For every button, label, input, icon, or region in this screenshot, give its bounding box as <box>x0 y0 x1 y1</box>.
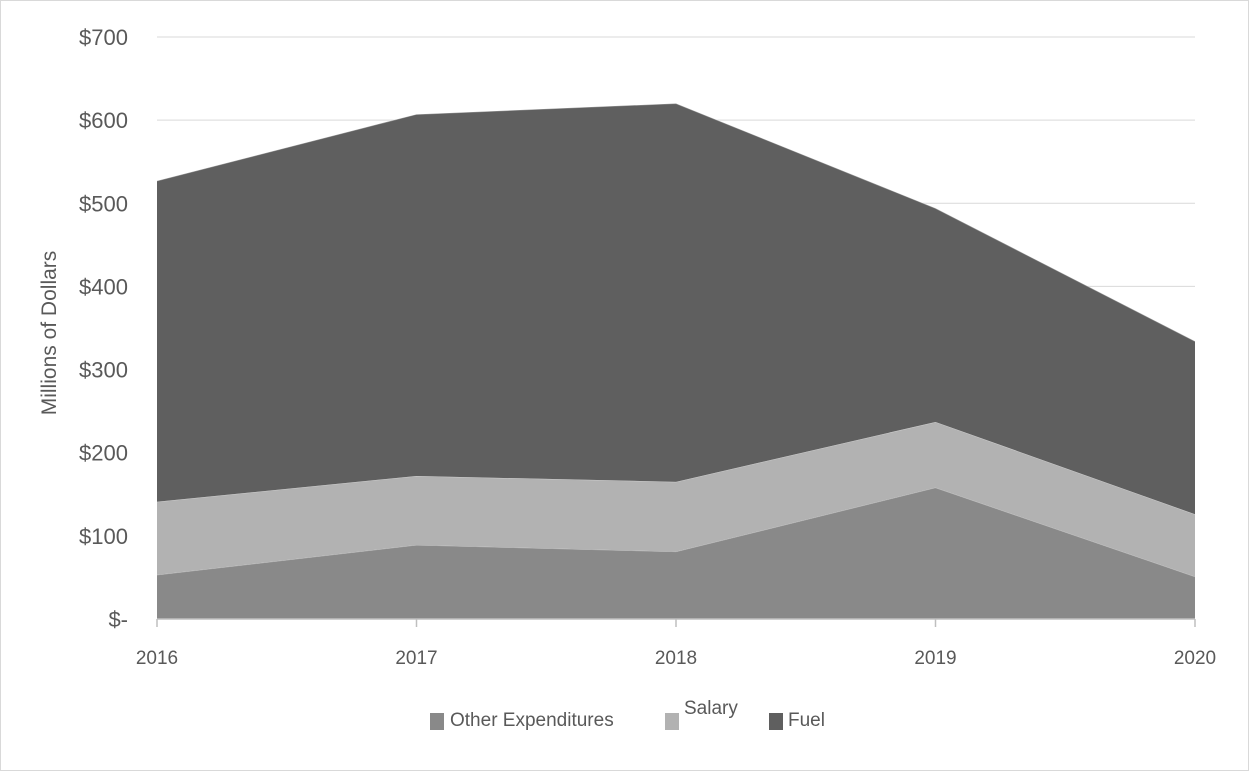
x-tick-label: 2018 <box>655 648 697 669</box>
legend-swatch-other-expenditures <box>430 713 444 730</box>
axes: $- $100 $200 $300 $400 $500 $600 $700 2016 2017 20… <box>79 25 1216 669</box>
legend-swatch-salary <box>665 713 679 730</box>
legend-label-other-expenditures: Other Expenditures <box>450 710 614 731</box>
x-tick-label: 2017 <box>395 648 437 669</box>
y-tick-label: $600 <box>79 108 128 133</box>
area-edge-fuel <box>156 103 1196 342</box>
area-fuel <box>157 103 1195 515</box>
y-tick-label: $200 <box>79 441 128 466</box>
y-tick-label: $400 <box>79 274 128 299</box>
x-tick-label: 2020 <box>1174 648 1216 669</box>
x-tick-label: 2016 <box>136 648 178 669</box>
y-tick-label: $- <box>108 607 128 632</box>
y-tick-label: $700 <box>79 25 128 50</box>
x-tick-label: 2019 <box>914 648 956 669</box>
area-series-group <box>156 103 1196 619</box>
y-tick-label: $300 <box>79 358 128 383</box>
area-salary <box>157 421 1195 577</box>
legend-label-salary: Salary <box>684 698 738 719</box>
legend-swatch-fuel <box>769 713 783 730</box>
legend: Other Expenditures Salary Fuel <box>430 698 825 731</box>
y-axis-title: Millions of Dollars <box>38 251 61 416</box>
area-other-expenditures <box>157 487 1195 619</box>
y-tick-label: $100 <box>79 524 128 549</box>
legend-label-fuel: Fuel <box>788 710 825 731</box>
y-tick-label: $500 <box>79 191 128 216</box>
